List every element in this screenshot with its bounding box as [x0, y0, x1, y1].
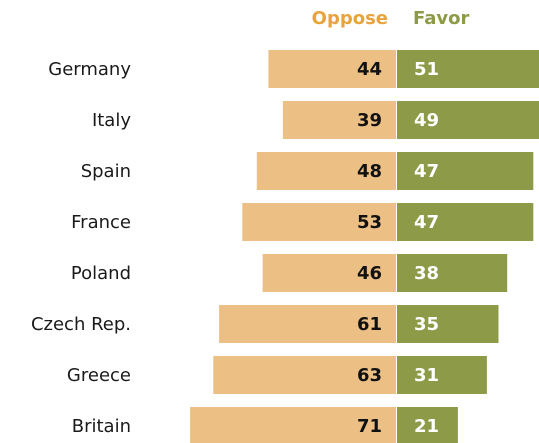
oppose-bar [268, 50, 396, 88]
row-france: France 53 47 [71, 203, 534, 241]
row-britain: Britain 71 21 [72, 407, 458, 443]
oppose-bar [256, 152, 396, 190]
oppose-value-label: 61 [357, 314, 382, 335]
oppose-bar [219, 305, 396, 343]
row-greece: Greece 63 31 [67, 356, 487, 394]
favor-value-label: 38 [414, 263, 439, 284]
oppose-value-label: 39 [357, 110, 382, 131]
favor-bar [397, 356, 487, 394]
oppose-bar [190, 407, 396, 443]
oppose-value-label: 53 [357, 212, 382, 233]
favor-bar [397, 203, 534, 241]
favor-value-label: 21 [414, 416, 439, 437]
legend-favor-label: Favor [413, 8, 469, 29]
favor-bar [397, 101, 539, 139]
favor-bar [397, 407, 458, 443]
oppose-bar [262, 254, 396, 292]
row-italy: Italy 39 49 [92, 101, 539, 139]
oppose-value-label: 46 [357, 263, 382, 284]
row-germany: Germany 44 51 [48, 50, 539, 88]
favor-value-label: 31 [414, 365, 439, 386]
favor-bar [397, 152, 534, 190]
favor-bar [397, 50, 539, 88]
country-label: Italy [92, 110, 131, 131]
favor-value-label: 51 [414, 59, 439, 80]
oppose-bar [213, 356, 396, 394]
country-label: Czech Rep. [31, 314, 131, 335]
row-poland: Poland 46 38 [71, 254, 508, 292]
chart-rows: Germany 44 51 Italy 39 49 Spain 48 47 France 53 47 P… [31, 50, 539, 443]
oppose-bar [282, 101, 396, 139]
row-czech-rep: Czech Rep. 61 35 [31, 305, 499, 343]
favor-value-label: 47 [414, 161, 439, 182]
row-spain: Spain 48 47 [81, 152, 534, 190]
oppose-value-label: 44 [357, 59, 382, 80]
oppose-bar [242, 203, 396, 241]
oppose-value-label: 71 [357, 416, 382, 437]
oppose-value-label: 48 [357, 161, 382, 182]
country-label: Britain [72, 416, 131, 437]
country-label: Spain [81, 161, 131, 182]
legend-oppose-label: Oppose [312, 8, 388, 29]
country-label: Germany [48, 59, 131, 80]
favor-value-label: 47 [414, 212, 439, 233]
favor-bar [397, 254, 508, 292]
country-label: Poland [71, 263, 131, 284]
oppose-value-label: 63 [357, 365, 382, 386]
country-label: France [71, 212, 131, 233]
favor-value-label: 35 [414, 314, 439, 335]
favor-bar [397, 305, 499, 343]
favor-value-label: 49 [414, 110, 439, 131]
country-label: Greece [67, 365, 131, 386]
legend: Oppose Favor [312, 8, 470, 29]
